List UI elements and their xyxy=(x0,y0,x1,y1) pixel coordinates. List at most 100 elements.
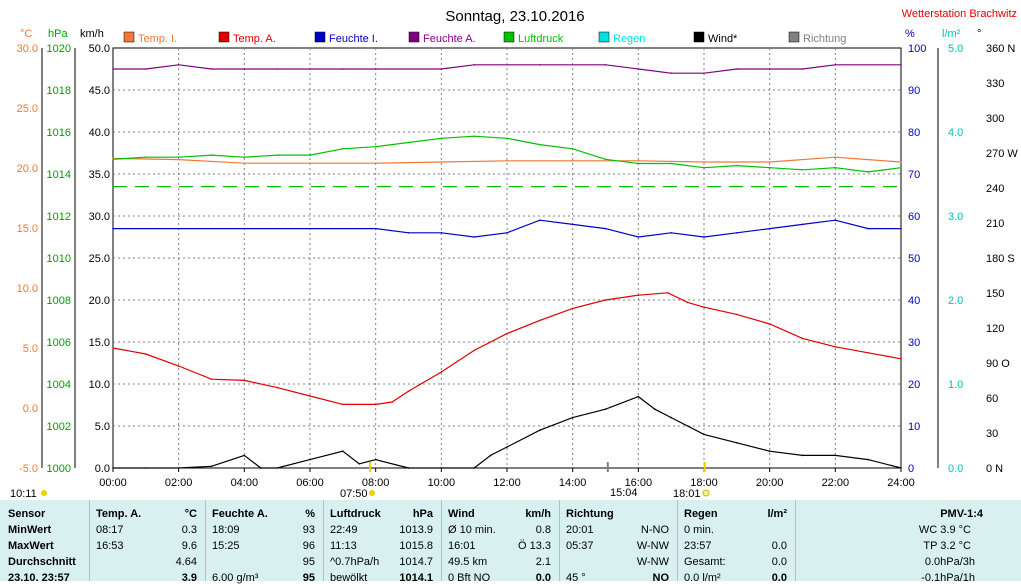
humidity-unit: % xyxy=(305,508,315,520)
temp-cell-b: 9.6 xyxy=(181,540,197,552)
direction-tick: 150 xyxy=(986,288,1004,300)
series-point xyxy=(736,313,738,316)
direction-tick: 300 xyxy=(986,113,1004,125)
series-point xyxy=(112,347,114,349)
series-point xyxy=(506,446,508,448)
col-pmv: PMV-1:4 WC 3.9 °C TP 3.2 °C 0.0hPa/3h -0… xyxy=(796,500,1021,584)
series-point xyxy=(834,219,837,221)
series-point xyxy=(604,299,607,301)
series-point xyxy=(768,166,771,169)
series-point xyxy=(900,161,902,163)
humidity-tick: 0 xyxy=(908,463,914,475)
series-point xyxy=(736,68,738,70)
humidity-tick: 40 xyxy=(908,295,920,307)
series-point xyxy=(374,227,377,230)
legend-label: Regen xyxy=(613,33,645,45)
direction-tick: 180 S xyxy=(986,253,1015,265)
col-humidity: Feuchte A.% 18:09 93 15:25 96 95 6.00 g/m³ 95 xyxy=(206,500,324,584)
direction-cell-b: NO xyxy=(652,572,670,584)
legend-swatch xyxy=(598,31,610,43)
legend-label: Temp. A. xyxy=(233,33,276,45)
rain-cell-a: 23:57 xyxy=(684,540,712,552)
series-point xyxy=(539,219,541,221)
weather-chart: Sonntag, 23.10.2016 Wetterstation Brachw… xyxy=(10,8,1018,500)
direction-tick: 90 O xyxy=(986,358,1010,370)
series-point xyxy=(374,403,377,406)
legend-label: Richtung xyxy=(803,33,846,45)
series-point xyxy=(604,64,607,66)
series-point xyxy=(309,162,311,164)
series-point xyxy=(637,294,640,297)
wind-header: Wind xyxy=(448,508,475,520)
series-point xyxy=(670,162,672,165)
legend-swatch xyxy=(218,31,230,43)
series-point xyxy=(342,450,344,453)
series-point xyxy=(440,161,443,163)
series-point xyxy=(637,395,640,398)
series-point xyxy=(834,64,837,66)
series-point xyxy=(834,346,837,348)
series-point xyxy=(768,68,771,70)
series-point xyxy=(539,64,541,66)
direction-tick: 120 xyxy=(986,323,1004,335)
col-sensor: Sensor MinWert MaxWert Durchschnitt 23.1… xyxy=(0,500,90,584)
series-point xyxy=(342,403,344,406)
x-tick-label: 00:00 xyxy=(99,477,127,489)
rain-unit: l/m² xyxy=(767,508,787,520)
legend-swatch xyxy=(408,31,420,43)
series-point xyxy=(571,148,574,150)
humidity-header: Feuchte A. xyxy=(212,508,268,520)
series-point xyxy=(309,68,311,70)
direction-cell-b: N-NO xyxy=(640,524,669,536)
col-wind: Wind km/h Ø 10 min. 0.8 16:01 Ö 13.3 49.5 km 2.… xyxy=(442,500,560,584)
pressure-tick: 1016 xyxy=(47,127,71,139)
series-point xyxy=(768,227,771,230)
temp-tick: 30.0 xyxy=(17,43,38,55)
series-point xyxy=(243,454,246,457)
row-label: Durchschnitt xyxy=(8,556,76,568)
series-point xyxy=(900,358,902,360)
rain-cell-a: Gesamt: xyxy=(684,556,726,568)
series-point xyxy=(407,232,410,234)
series-point xyxy=(177,365,180,367)
temp-tick: -5.0 xyxy=(19,463,38,475)
series-point xyxy=(177,156,180,158)
series-point xyxy=(440,371,443,373)
series-point xyxy=(473,64,476,66)
series-point xyxy=(374,162,377,164)
humidity-tick: 80 xyxy=(908,127,920,139)
humidity-tick: 60 xyxy=(908,211,920,223)
temp-cell-a: 16:53 xyxy=(96,540,124,552)
series-point xyxy=(177,467,180,469)
humidity-unit: % xyxy=(905,28,915,40)
wind-cell-a: 0 Bft NO xyxy=(448,572,491,584)
series-point xyxy=(670,232,672,234)
series-point xyxy=(145,156,147,158)
rain-tick: 2.0 xyxy=(948,295,963,307)
direction-tick: 360 N xyxy=(986,43,1015,55)
pressure-cell-b: 1014.7 xyxy=(399,556,433,568)
pressure-cell-a: bewölkt xyxy=(330,572,368,584)
stats-table: Sensor MinWert MaxWert Durchschnitt 23.1… xyxy=(0,500,1021,584)
wind-cell-b: 0.8 xyxy=(535,524,551,536)
humidity-tick: 50 xyxy=(908,253,920,265)
wind-tick: 45.0 xyxy=(89,85,110,97)
pmv-value: WC 3.9 °C xyxy=(918,524,971,536)
legend-label: Temp. I. xyxy=(138,33,177,45)
temp-header: Temp. A. xyxy=(96,508,142,520)
wind-unit: km/h xyxy=(525,508,551,520)
sun-bar: 10:11 07:50 15:04 18:01 xyxy=(10,487,710,500)
series-point xyxy=(801,68,804,70)
series-point xyxy=(703,433,705,436)
pressure-unit: hPa xyxy=(48,28,68,40)
series-point xyxy=(473,349,476,352)
pressure-cell-b: 1013.9 xyxy=(399,524,433,536)
series-point xyxy=(506,160,508,162)
series-point xyxy=(637,162,640,165)
pressure-tick: 1006 xyxy=(47,337,71,349)
wind-cell-b: 2.1 xyxy=(535,556,551,568)
series-point xyxy=(834,454,837,457)
series-point xyxy=(407,390,410,393)
series-point xyxy=(440,467,443,469)
rain-tick: 1.0 xyxy=(948,379,963,391)
